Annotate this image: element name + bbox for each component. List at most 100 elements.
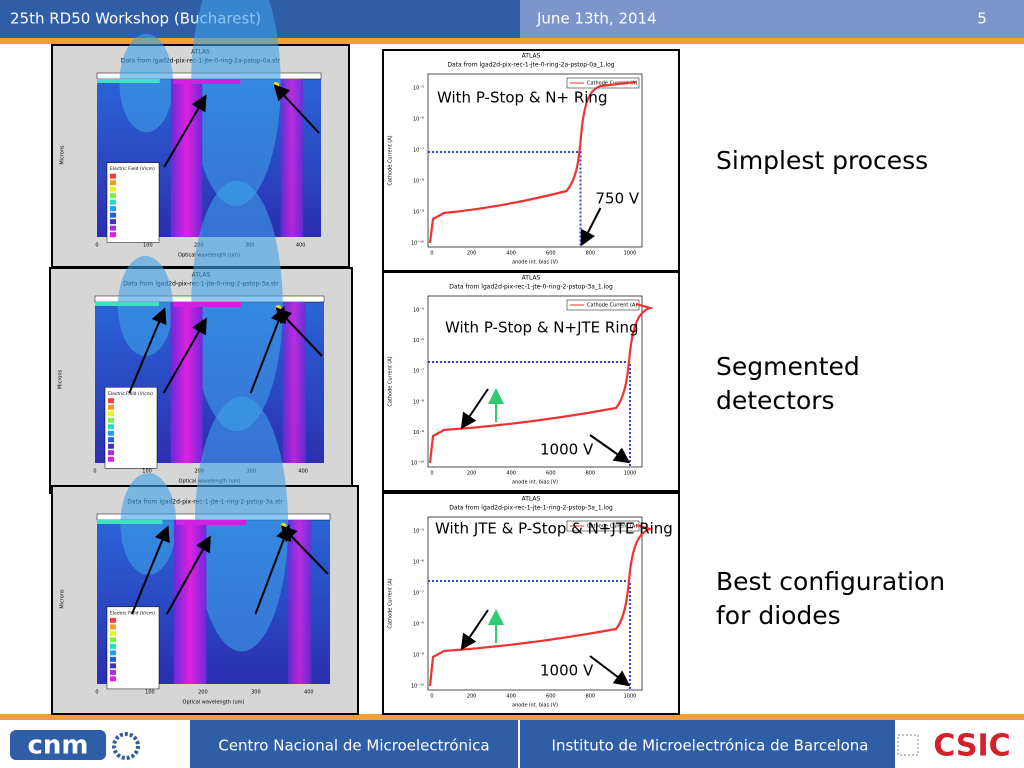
x-tick-label: 0 (95, 690, 98, 696)
y-tick-label: 10⁻⁹ (413, 430, 424, 436)
y-tick-label: 10⁻¹⁰ (411, 241, 424, 247)
arrow (163, 94, 207, 168)
arrow (589, 434, 631, 464)
annotation: With JTE & P-Stop & N+JTE Ring (435, 520, 673, 538)
footer-right: Instituto de Microelectrónica de Barcelo… (552, 737, 869, 755)
x-tick-label: 400 (506, 694, 516, 700)
y-tick-label: 10⁻⁹ (413, 210, 424, 216)
x-label: anode int. bias (V) (512, 480, 558, 486)
plot-title: Data from lgad2d-pix-rec-1-jte-0-ring-2a… (447, 62, 614, 69)
annotation: With P-Stop & N+JTE Ring (445, 319, 639, 337)
x-tick-label: 600 (546, 694, 556, 700)
y-tick-label: 10⁻⁵ (413, 86, 424, 92)
arrow (580, 207, 602, 247)
footer-center: Centro Nacional de Microelectrónica (218, 737, 489, 755)
legend-swatch (110, 637, 116, 643)
header-stripe (0, 38, 1024, 44)
y-label: Cathode Current (A) (388, 135, 394, 185)
legend-swatch (110, 219, 116, 225)
caption: Segmented (716, 352, 860, 381)
x-tick-label: 1000 (624, 251, 637, 257)
voltage: 1000 V (540, 662, 594, 680)
iv-curve (428, 302, 654, 464)
caption: Best configuration (716, 567, 945, 596)
caption: detectors (716, 386, 835, 415)
x-tick-label: 400 (298, 469, 308, 475)
legend-swatch (110, 186, 116, 192)
y-tick-label: 10⁻⁶ (413, 338, 424, 344)
plot-area (427, 516, 643, 691)
legend-swatch (110, 630, 116, 636)
legend-swatch (108, 450, 114, 456)
y-label: Cathode Current (A) (388, 578, 394, 628)
plot-title: Data from lgad2d-pix-rec-1-jte-0-ring-2-… (449, 284, 613, 291)
y-tick-label: 10⁻¹⁰ (411, 461, 424, 467)
x-tick-label: 100 (145, 690, 155, 696)
arrow (249, 306, 286, 394)
y-tick-label: 10⁻⁶ (413, 560, 424, 566)
x-tick-label: 0 (430, 251, 433, 257)
y-label: Microns (60, 145, 66, 165)
legend-swatch (110, 212, 116, 218)
y-label: Microns (60, 589, 66, 609)
legend-swatch (110, 624, 116, 630)
legend-swatch (110, 206, 116, 212)
legend-swatch (108, 404, 114, 410)
x-label: anode int. bias (V) (512, 260, 558, 266)
x-tick-label: 400 (296, 243, 306, 249)
legend-swatch (110, 180, 116, 186)
legend-swatch (110, 199, 116, 205)
arrow (166, 535, 211, 615)
x-tick-label: 0 (430, 471, 433, 477)
field-column (282, 302, 306, 463)
y-label: Microns (58, 369, 64, 389)
csic-logo: CSIC (933, 729, 1010, 764)
legend-label: Cathode Current (A) (587, 81, 637, 87)
legend-label: Cathode Current (A) (587, 303, 637, 309)
cnm-logo-mark (112, 732, 140, 760)
legend-swatch (110, 232, 116, 238)
plot-top: ATLAS (522, 53, 541, 60)
iv-curve (428, 80, 637, 244)
cnm-logo: cnm (27, 731, 88, 761)
x-tick-label: 600 (546, 251, 556, 257)
legend-swatch (108, 437, 114, 443)
plot-top: ATLAS (522, 275, 541, 282)
legend-swatch (110, 617, 116, 623)
x-tick-label: 1000 (624, 694, 637, 700)
x-tick-label: 800 (586, 251, 596, 257)
x-tick-label: 200 (467, 694, 477, 700)
legend-swatch (108, 424, 114, 430)
legend-swatch (108, 430, 114, 436)
field-column (173, 520, 207, 684)
arrow (131, 525, 170, 615)
field-strip (97, 520, 163, 524)
y-tick-label: 10⁻⁵ (413, 529, 424, 535)
iv-curve (428, 523, 654, 687)
x-tick-label: 0 (430, 694, 433, 700)
y-tick-label: 10⁻⁶ (413, 117, 424, 123)
field-lobe (191, 0, 281, 206)
voltage: 1000 V (540, 441, 594, 459)
arrow (460, 388, 489, 430)
legend-swatch (110, 656, 116, 662)
annotation: With P-Stop & N+ Ring (437, 89, 607, 107)
y-tick-label: 10⁻⁸ (413, 622, 424, 628)
legend-swatch (110, 669, 116, 675)
page-number: 5 (977, 10, 987, 28)
field-implant (173, 79, 241, 84)
x-tick-label: 100 (143, 243, 153, 249)
x-tick-label: 1000 (624, 471, 637, 477)
arrow (589, 655, 631, 687)
x-label: anode int. bias (V) (512, 703, 558, 709)
plot-title: Data from lgad2d-pix-rec-1-jte-1-ring-2-… (449, 505, 613, 512)
legend-label: Cathode Current (A) (587, 524, 637, 530)
legend-swatch (108, 443, 114, 449)
field-implant (176, 520, 247, 525)
y-tick-label: 10⁻⁸ (413, 399, 424, 405)
x-tick-label: 200 (467, 251, 477, 257)
legend-box (566, 77, 640, 89)
y-tick-label: 10⁻⁹ (413, 653, 424, 659)
x-label: Optical wavelength (um) (183, 700, 245, 706)
